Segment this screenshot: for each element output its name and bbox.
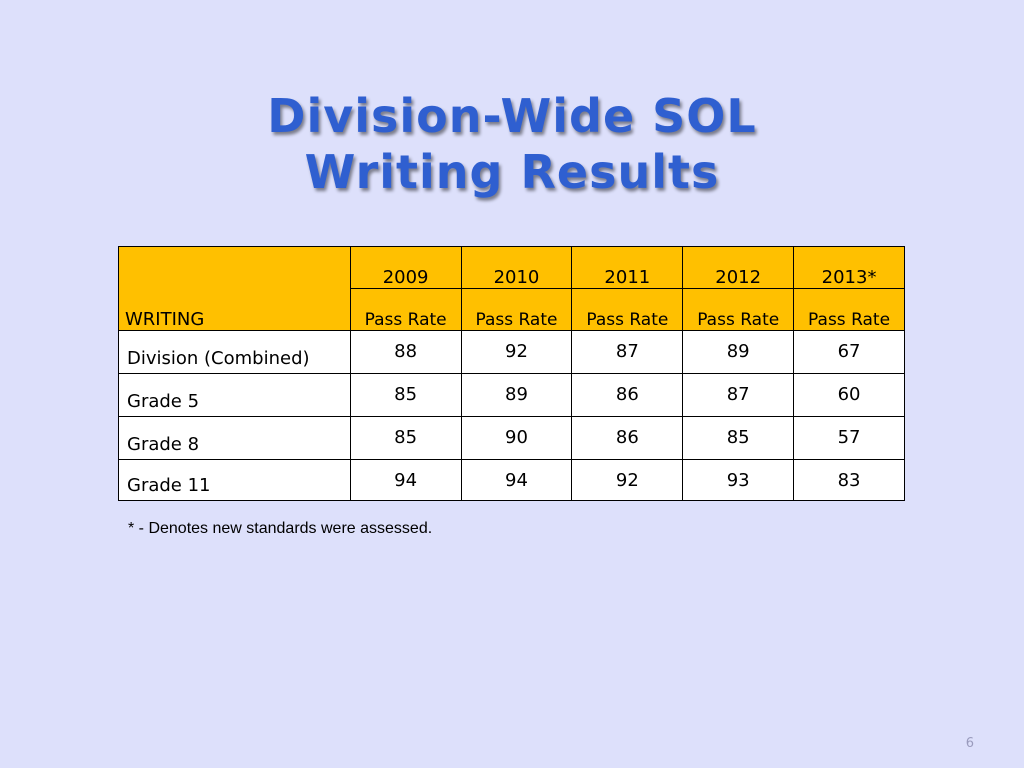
pass-rate-header: Pass Rate: [793, 288, 905, 331]
table-cell: 89: [460, 373, 573, 417]
year-header: 2012: [682, 246, 795, 289]
year-header: 2009: [349, 246, 462, 289]
row-label: Grade 8: [118, 416, 351, 460]
slide-title: Division-Wide SOL Writing Results: [0, 88, 1024, 200]
table-cell: 85: [682, 416, 795, 460]
table-cell: 94: [460, 459, 573, 501]
pass-rate-header: Pass Rate: [460, 288, 573, 331]
row-label: Grade 11: [118, 459, 351, 501]
table-cell: 57: [793, 416, 905, 460]
row-label: Grade 5: [118, 373, 351, 417]
title-line-2: Writing Results: [304, 145, 720, 199]
pass-rate-header: Pass Rate: [571, 288, 684, 331]
corner-label: WRITING: [118, 246, 351, 331]
pass-rate-header: Pass Rate: [682, 288, 795, 331]
year-header: 2010: [460, 246, 573, 289]
table-cell: 60: [793, 373, 905, 417]
table-cell: 83: [793, 459, 905, 501]
table-cell: 67: [793, 330, 905, 374]
year-header: 2013*: [793, 246, 905, 289]
table-cell: 93: [682, 459, 795, 501]
table-cell: 87: [682, 373, 795, 417]
table-cell: 90: [460, 416, 573, 460]
header-row-pass-rate: Pass Rate Pass Rate Pass Rate Pass Rate …: [118, 288, 905, 331]
footnote: * - Denotes new standards were assessed.: [128, 520, 433, 537]
table-row: Grade 11 94 94 92 93 83: [118, 459, 905, 501]
pass-rate-header: Pass Rate: [349, 288, 462, 331]
results-table: WRITING 2009 2010 2011 2012 2013* Pass R…: [118, 246, 905, 501]
page-number: 6: [965, 736, 974, 751]
year-header: 2011: [571, 246, 684, 289]
table-row: Division (Combined) 88 92 87 89 67: [118, 330, 905, 374]
table-cell: 86: [571, 416, 684, 460]
table-cell: 94: [349, 459, 462, 501]
header-row-years: WRITING 2009 2010 2011 2012 2013*: [118, 246, 905, 331]
table-cell: 87: [571, 330, 684, 374]
table-cell: 92: [460, 330, 573, 374]
table-cell: 88: [349, 330, 462, 374]
table-cell: 85: [349, 416, 462, 460]
title-line-1: Division-Wide SOL: [267, 89, 757, 143]
table-cell: 86: [571, 373, 684, 417]
table-cell: 85: [349, 373, 462, 417]
table-row: Grade 8 85 90 86 85 57: [118, 416, 905, 460]
table-cell: 89: [682, 330, 795, 374]
table-row: Grade 5 85 89 86 87 60: [118, 373, 905, 417]
row-label: Division (Combined): [118, 330, 351, 374]
table-cell: 92: [571, 459, 684, 501]
